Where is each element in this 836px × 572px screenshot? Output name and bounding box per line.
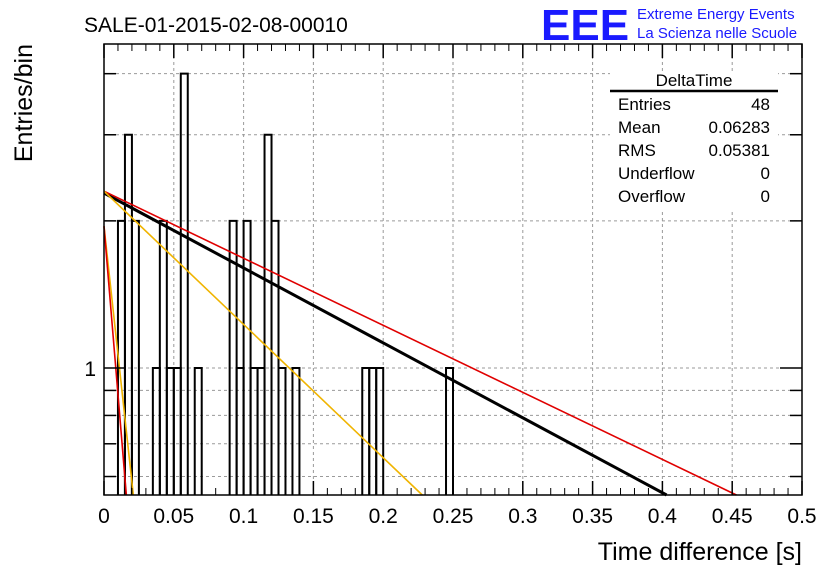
logo-line-2: La Scienza nelle Scuole bbox=[637, 25, 797, 42]
x-tick-label: 0 bbox=[98, 505, 110, 528]
histogram-bin bbox=[228, 219, 238, 495]
histogram-bin bbox=[291, 367, 301, 495]
stats-label: Mean bbox=[618, 118, 661, 137]
stats-value: 48 bbox=[751, 95, 770, 114]
histogram-bin bbox=[172, 367, 182, 495]
stats-label: RMS bbox=[618, 141, 656, 160]
eee-logo-mark: EEE bbox=[541, 1, 629, 50]
histogram-bin bbox=[130, 219, 140, 495]
histogram-bin bbox=[193, 367, 203, 495]
stats-box: DeltaTime Entries 48 Mean 0.06283 RMS 0.05381… bbox=[610, 71, 778, 210]
x-tick-label: 0.35 bbox=[572, 505, 613, 528]
fit-line bbox=[103, 190, 737, 496]
stats-box-background bbox=[610, 72, 778, 210]
y-tick-label: 1 bbox=[84, 358, 96, 381]
stats-label: Overflow bbox=[618, 187, 686, 206]
histogram-bin bbox=[249, 367, 259, 495]
x-tick-label: 0.4 bbox=[648, 505, 678, 528]
fit-line bbox=[103, 226, 135, 496]
stats-value: 0 bbox=[761, 187, 770, 206]
histogram-bin bbox=[270, 219, 280, 495]
fit-line bbox=[103, 190, 423, 496]
x-tick-label: 0.45 bbox=[712, 505, 753, 528]
stats-value: 0.05381 bbox=[709, 141, 770, 160]
histogram-bin bbox=[256, 367, 266, 495]
axis-ticks bbox=[103, 44, 803, 495]
x-tick-label: 0.25 bbox=[433, 505, 474, 528]
stats-label: Underflow bbox=[618, 164, 695, 183]
stats-value: 0 bbox=[761, 164, 770, 183]
fit-line bbox=[103, 191, 668, 497]
histogram-bin bbox=[445, 367, 454, 495]
x-tick-label: 0.5 bbox=[787, 505, 816, 528]
histogram-bin bbox=[179, 72, 189, 495]
chart-title: SALE-01-2015-02-08-00010 bbox=[84, 14, 348, 37]
x-tick-label: 0.1 bbox=[229, 505, 258, 528]
x-tick-label: 0.05 bbox=[153, 505, 194, 528]
stats-label: Entries bbox=[618, 95, 671, 114]
fit-line bbox=[103, 226, 128, 496]
histogram-bin bbox=[123, 133, 133, 495]
histogram-bin bbox=[375, 367, 385, 495]
histogram-bin bbox=[242, 219, 252, 495]
histogram-bin bbox=[263, 133, 273, 495]
histogram-bin bbox=[368, 367, 378, 495]
histogram-bin bbox=[235, 367, 245, 495]
histogram-bins bbox=[116, 72, 454, 495]
x-tick-label: 0.2 bbox=[369, 505, 398, 528]
y-tick-labels: 1 bbox=[84, 358, 96, 381]
histogram-bin bbox=[361, 367, 371, 495]
stats-value: 0.06283 bbox=[709, 118, 770, 137]
stats-rows: Entries 48 Mean 0.06283 RMS 0.05381 Underflow 0… bbox=[618, 95, 770, 206]
logo-line-1: Extreme Energy Events bbox=[637, 6, 795, 23]
x-axis-label: Time difference [s] bbox=[598, 538, 802, 566]
x-tick-label: 0.3 bbox=[508, 505, 537, 528]
y-axis-label: Entries/bin bbox=[10, 44, 38, 162]
histogram-bin bbox=[277, 367, 287, 495]
fit-lines bbox=[103, 190, 737, 497]
x-tick-labels: 0 0.05 0.1 0.15 0.2 0.25 0.3 0.35 0.4 0.45 0.5 bbox=[98, 505, 816, 528]
histogram-bin bbox=[165, 367, 175, 495]
histogram-bin bbox=[151, 367, 161, 495]
x-tick-label: 0.15 bbox=[293, 505, 334, 528]
stats-title: DeltaTime bbox=[656, 71, 733, 90]
histogram-bin bbox=[158, 219, 168, 495]
